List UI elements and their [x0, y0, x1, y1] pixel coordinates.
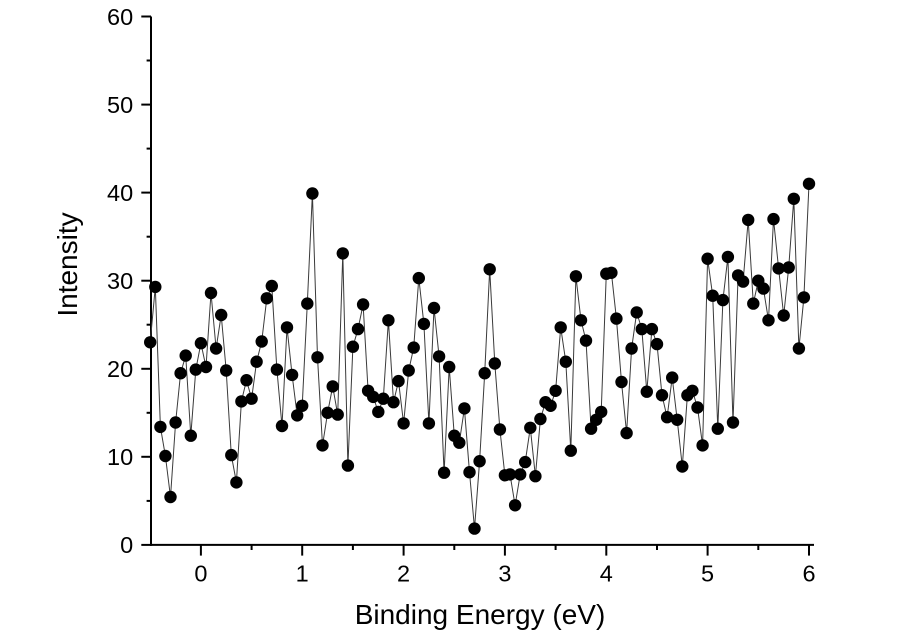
svg-text:10: 10	[107, 444, 133, 470]
svg-text:5: 5	[701, 561, 714, 587]
svg-text:0: 0	[194, 561, 207, 587]
svg-text:4: 4	[600, 561, 613, 587]
svg-text:2: 2	[397, 561, 410, 587]
svg-text:Binding Energy (eV): Binding Energy (eV)	[355, 599, 606, 630]
svg-text:3: 3	[498, 561, 511, 587]
svg-text:6: 6	[802, 561, 815, 587]
svg-text:1: 1	[296, 561, 309, 587]
svg-text:40: 40	[107, 180, 133, 206]
svg-text:0: 0	[120, 532, 133, 558]
svg-text:60: 60	[107, 4, 133, 30]
svg-text:50: 50	[107, 92, 133, 118]
svg-text:Intensity: Intensity	[52, 212, 83, 316]
svg-text:20: 20	[107, 356, 133, 382]
svg-text:30: 30	[107, 268, 133, 294]
